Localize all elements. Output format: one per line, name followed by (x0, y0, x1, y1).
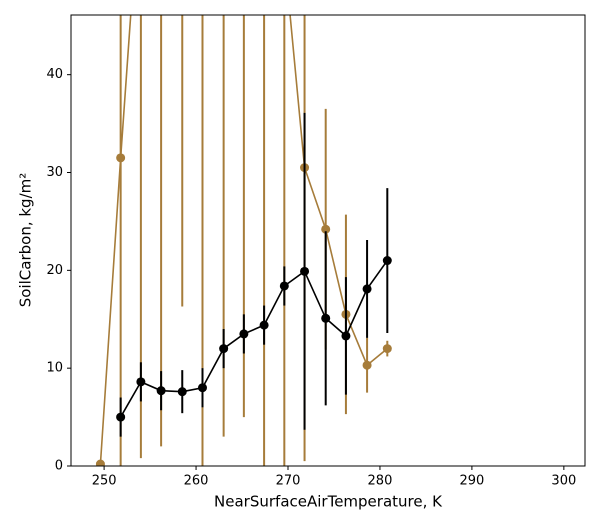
x-tick-label: 260 (184, 474, 209, 489)
data-point (362, 284, 372, 294)
data-point (219, 344, 229, 354)
series-line (99, 15, 388, 465)
y-tick-label: 10 (46, 361, 63, 376)
y-tick-label: 20 (46, 263, 63, 278)
x-axis-label: NearSurfaceAirTemperature, K (214, 493, 443, 511)
data-point (136, 377, 146, 387)
y-tick-label: 40 (46, 67, 63, 82)
x-tick-label: 290 (459, 474, 484, 489)
data-point (239, 329, 249, 339)
y-tick-label: 0 (55, 459, 63, 474)
data-point (321, 313, 331, 323)
x-tick-label: 280 (368, 474, 393, 489)
y-tick-label: 30 (46, 165, 63, 180)
data-point (300, 266, 310, 276)
data-point (95, 459, 105, 466)
x-tick-label: 250 (92, 474, 117, 489)
data-point (382, 256, 392, 266)
data-point (362, 360, 372, 370)
y-axis-label: SoilCarbon, kg/m² (17, 173, 35, 308)
data-point (156, 386, 166, 396)
data-point (321, 224, 331, 234)
axes-frame (70, 14, 586, 467)
plot-area (95, 15, 392, 466)
x-tick-label: 270 (276, 474, 301, 489)
data-point (177, 387, 187, 397)
data-point (116, 412, 126, 422)
x-tick-label: 300 (551, 474, 576, 489)
data-point (279, 281, 289, 291)
data-point (197, 383, 207, 393)
data-point (341, 331, 351, 341)
data-point (382, 344, 392, 354)
data-point (259, 320, 269, 330)
data-point (116, 153, 126, 163)
